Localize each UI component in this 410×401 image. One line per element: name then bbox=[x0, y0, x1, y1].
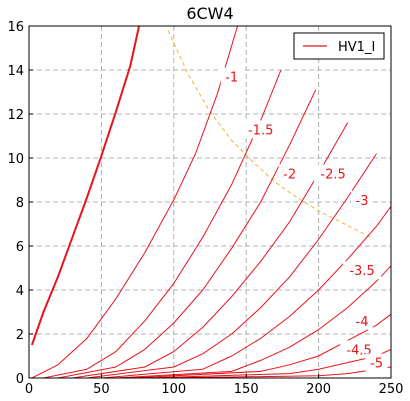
y-tick-label: 4 bbox=[16, 284, 24, 299]
curve-label-bg bbox=[314, 164, 353, 183]
plate-curve bbox=[72, 122, 348, 378]
x-tick-label: 50 bbox=[93, 382, 110, 397]
curve-label-bg bbox=[351, 311, 374, 330]
curve-label: -2.5 bbox=[320, 167, 345, 182]
legend: HV1_I bbox=[293, 32, 385, 60]
plate-curve bbox=[101, 206, 391, 378]
curve-label: -4.5 bbox=[346, 343, 371, 358]
curve-label: -3 bbox=[356, 194, 369, 209]
y-tick-label: 0 bbox=[16, 372, 24, 387]
plate-curve bbox=[30, 26, 141, 346]
x-tick-label: 0 bbox=[25, 382, 33, 397]
gridlines bbox=[29, 26, 391, 378]
x-tick-label: 250 bbox=[379, 382, 404, 397]
plate-curve bbox=[130, 313, 391, 378]
curve-label-bg bbox=[241, 120, 280, 139]
curve-label-bg bbox=[343, 261, 382, 280]
curve-label: -4 bbox=[356, 315, 369, 330]
curve-label-bg bbox=[351, 190, 374, 209]
x-tick-label: 200 bbox=[306, 382, 331, 397]
curve-label-bg bbox=[220, 67, 243, 86]
plate-curve bbox=[86, 153, 377, 378]
y-tick-label: 8 bbox=[16, 196, 24, 211]
curve-labels: -1 -1.5 -2 -2.5 -3 -3.5 -4 -4.5-5 bbox=[220, 67, 388, 372]
plate-curve bbox=[57, 89, 317, 378]
curve-label-bg bbox=[278, 164, 301, 183]
y-tick-label: 14 bbox=[7, 64, 24, 79]
x-tick-label: 100 bbox=[161, 382, 186, 397]
curve-label: -2 bbox=[283, 167, 296, 182]
y-tick-label: 12 bbox=[7, 108, 24, 123]
y-tick-label: 10 bbox=[7, 152, 24, 167]
y-tick-label: 16 bbox=[7, 20, 24, 35]
curve-label: -1.5 bbox=[248, 123, 273, 138]
curves bbox=[30, 26, 391, 378]
y-tick-label: 2 bbox=[16, 328, 24, 343]
legend-label: HV1_I bbox=[338, 40, 375, 55]
curve-label: -3.5 bbox=[349, 264, 374, 279]
chart-title: 6CW4 bbox=[186, 4, 233, 23]
dissipation-curve bbox=[167, 30, 371, 238]
plate-curve bbox=[43, 69, 282, 378]
axis-ticks: 0 50 100 150 200 250 0 2 4 6 8 10 12 14 16 bbox=[7, 20, 403, 397]
curve-label: -1 bbox=[225, 71, 238, 86]
curve-label-bg bbox=[365, 353, 388, 372]
plate-curve bbox=[31, 26, 238, 378]
y-tick-label: 6 bbox=[16, 240, 24, 255]
curve-label: -5 bbox=[370, 357, 383, 372]
x-tick-label: 150 bbox=[234, 382, 259, 397]
plate-curve bbox=[115, 265, 391, 378]
